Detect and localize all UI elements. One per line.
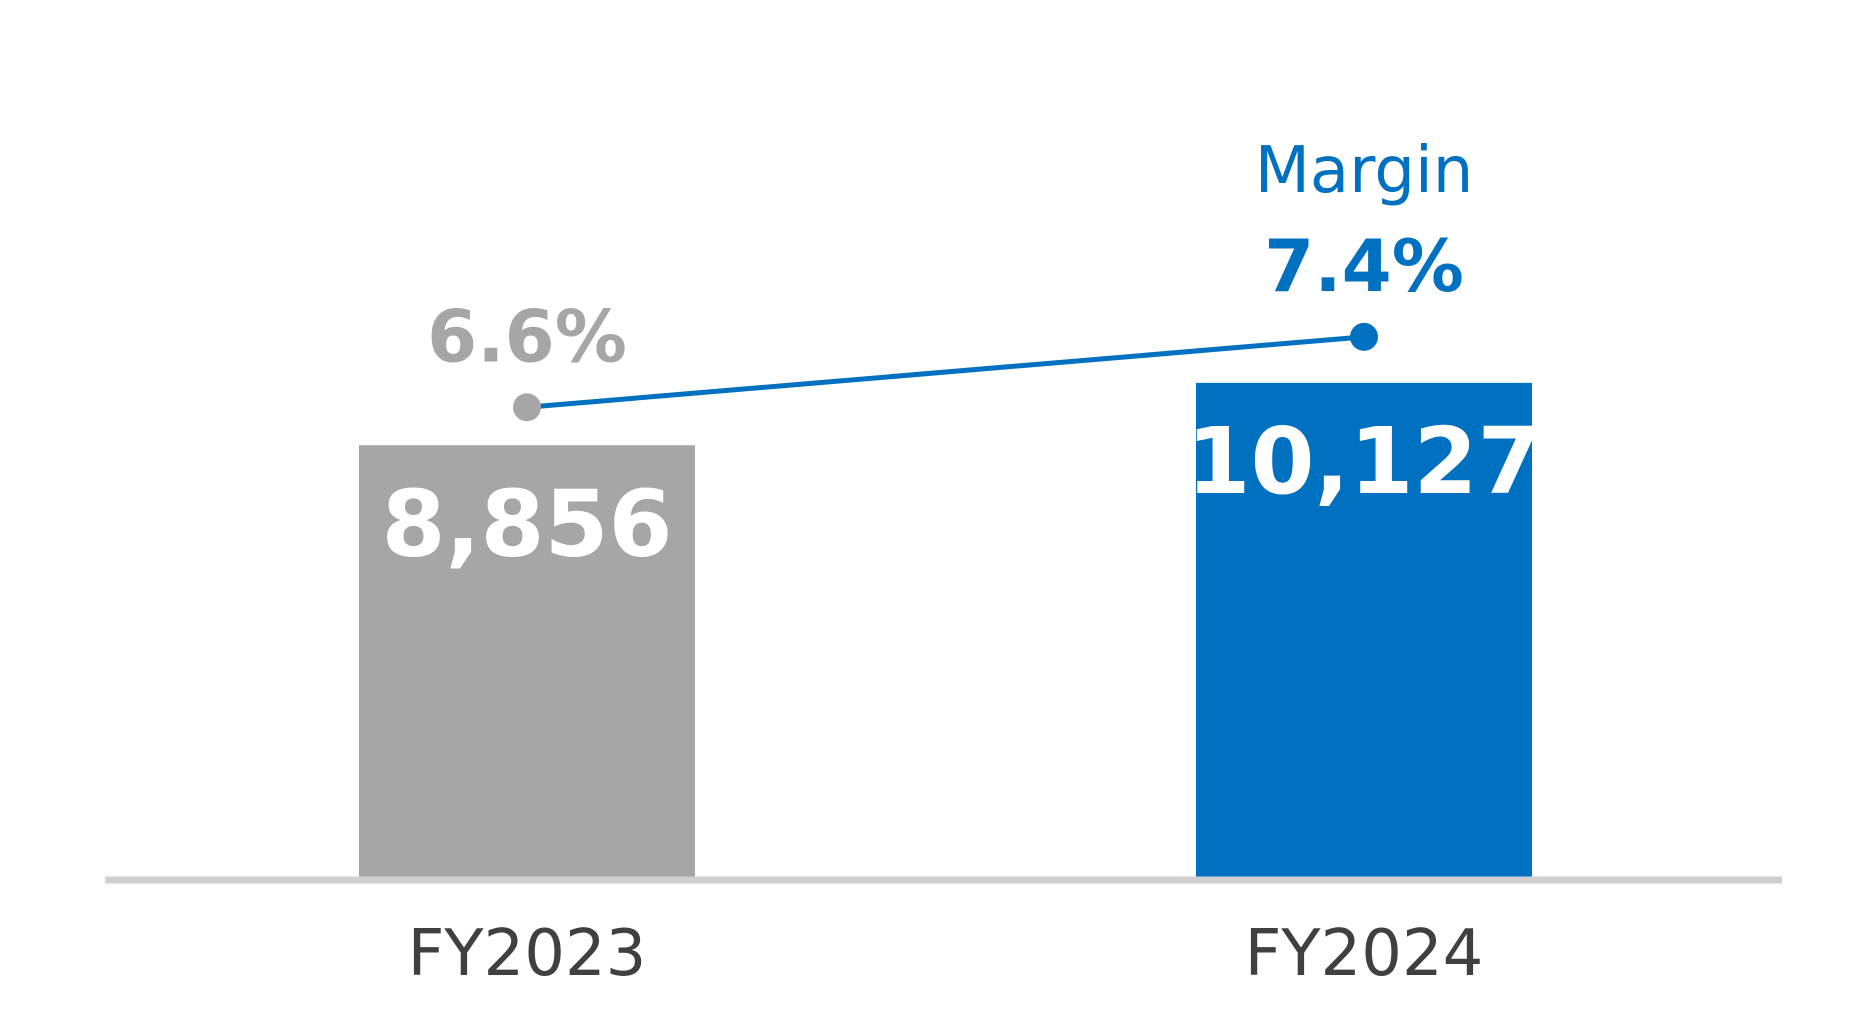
margin-line-series: 6.6% 7.4% — [427, 224, 1464, 422]
category-label: FY2024 — [1245, 917, 1484, 991]
bar-fy2024 — [1196, 382, 1532, 880]
category-label: FY2023 — [408, 917, 647, 991]
category-labels: FY2023 FY2024 — [408, 917, 1484, 991]
margin-line — [526, 334, 1365, 410]
bar-fy2023 — [359, 445, 695, 880]
margin-series-title: Margin — [1255, 134, 1474, 208]
margin-point — [1350, 322, 1378, 351]
bar-value-label: 10,127 — [1186, 408, 1541, 515]
margin-value-label: 7.4% — [1264, 224, 1464, 308]
bars: 8,856 10,127 — [359, 382, 1542, 880]
margin-point — [513, 393, 541, 422]
bar-value-label: 8,856 — [381, 470, 672, 577]
margin-value-label: 6.6% — [427, 294, 627, 378]
